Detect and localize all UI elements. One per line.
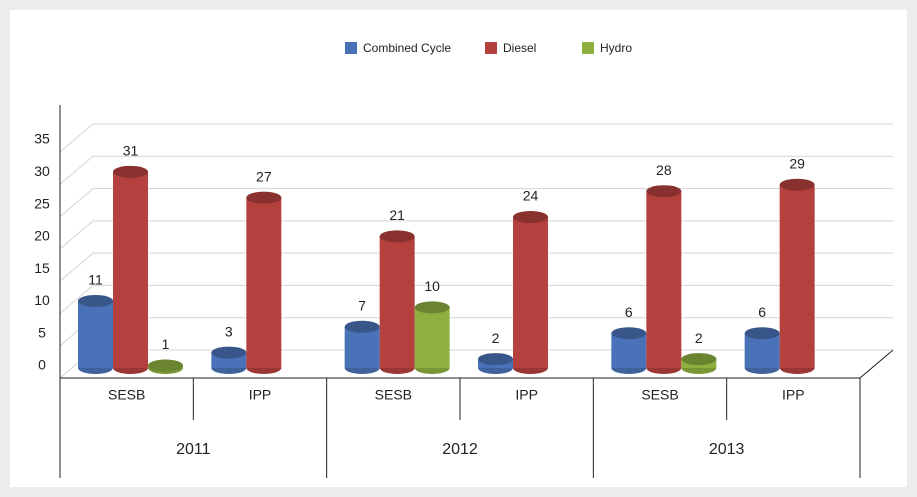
- bar-top: [646, 185, 682, 198]
- bar-top: [681, 353, 717, 366]
- x-tick-label: IPP: [782, 387, 805, 403]
- grid-line: [59, 188, 893, 217]
- data-label: 31: [123, 143, 139, 159]
- bar: [344, 320, 380, 374]
- chart-panel: [10, 10, 907, 487]
- bar-top: [744, 327, 780, 340]
- bar-top: [113, 165, 148, 178]
- bar-top: [414, 301, 450, 314]
- grid-line: [59, 123, 893, 153]
- data-label: 21: [389, 207, 405, 223]
- group-label: 2013: [709, 441, 745, 458]
- group-label: 2011: [176, 441, 211, 458]
- bar: [779, 178, 815, 374]
- bar-top: [611, 327, 647, 340]
- bar: [379, 230, 415, 374]
- data-label: 28: [656, 162, 672, 178]
- bar-body: [379, 236, 415, 368]
- grid-line: [59, 252, 893, 282]
- data-label: 29: [789, 155, 805, 171]
- y-tick-label: 35: [34, 131, 50, 147]
- bar: [246, 191, 282, 374]
- legend-swatch: [582, 42, 594, 54]
- y-tick-label: 0: [38, 357, 46, 373]
- x-tick-label: IPP: [249, 387, 272, 403]
- x-tick-label: SESB: [108, 387, 145, 403]
- bar: [611, 327, 647, 374]
- bar-top: [148, 359, 183, 372]
- bar: [78, 294, 113, 374]
- data-label: 24: [523, 188, 539, 204]
- data-label: 2: [695, 330, 703, 346]
- y-tick-label: 10: [34, 292, 50, 308]
- x-tick-label: IPP: [515, 387, 538, 403]
- data-label: 6: [758, 304, 766, 320]
- legend-label: Diesel: [503, 41, 536, 55]
- y-tick-label: 15: [34, 260, 50, 276]
- bar-top: [513, 211, 548, 224]
- data-label: 7: [358, 298, 366, 314]
- legend-swatch: [485, 42, 497, 54]
- grid-line: [59, 284, 893, 314]
- bar-body: [113, 171, 148, 368]
- bar: [211, 346, 247, 374]
- legend-label: Combined Cycle: [363, 41, 451, 55]
- grid-line: [59, 220, 893, 250]
- bar: [681, 353, 717, 374]
- bar-body: [78, 300, 113, 368]
- bar-top: [779, 178, 815, 191]
- data-label: 1: [162, 336, 170, 352]
- x-tick-label: SESB: [375, 387, 412, 403]
- bar: [513, 211, 548, 374]
- bar: [113, 165, 148, 374]
- bar-top: [344, 320, 380, 333]
- bar-top: [246, 191, 282, 204]
- bar: [744, 327, 780, 374]
- bar-body: [646, 191, 682, 368]
- data-label: 3: [225, 323, 233, 339]
- legend-swatch: [345, 42, 357, 54]
- y-tick-label: 25: [34, 195, 50, 211]
- data-label: 10: [424, 278, 440, 294]
- data-label: 2: [492, 330, 500, 346]
- x-tick-label: SESB: [641, 387, 678, 403]
- bar: [646, 185, 682, 374]
- bar-top: [379, 230, 415, 243]
- bar: [148, 359, 183, 374]
- bar-body: [246, 197, 282, 368]
- y-tick-label: 20: [34, 228, 50, 244]
- data-label: 6: [625, 304, 633, 320]
- grid-line: [59, 155, 893, 185]
- bar: [414, 301, 450, 374]
- bar-body: [344, 326, 380, 368]
- legend-label: Hydro: [600, 41, 632, 55]
- bar: [478, 353, 513, 374]
- group-label: 2012: [442, 441, 478, 458]
- bar-top: [78, 294, 113, 307]
- bar-top: [478, 353, 513, 366]
- bar-body: [414, 307, 450, 368]
- bar-top: [211, 346, 247, 359]
- y-tick-label: 30: [34, 163, 50, 179]
- data-label: 11: [88, 272, 103, 288]
- bar-body: [779, 184, 815, 368]
- bar-body: [513, 217, 548, 368]
- y-tick-label: 5: [38, 324, 46, 340]
- data-label: 27: [256, 168, 272, 184]
